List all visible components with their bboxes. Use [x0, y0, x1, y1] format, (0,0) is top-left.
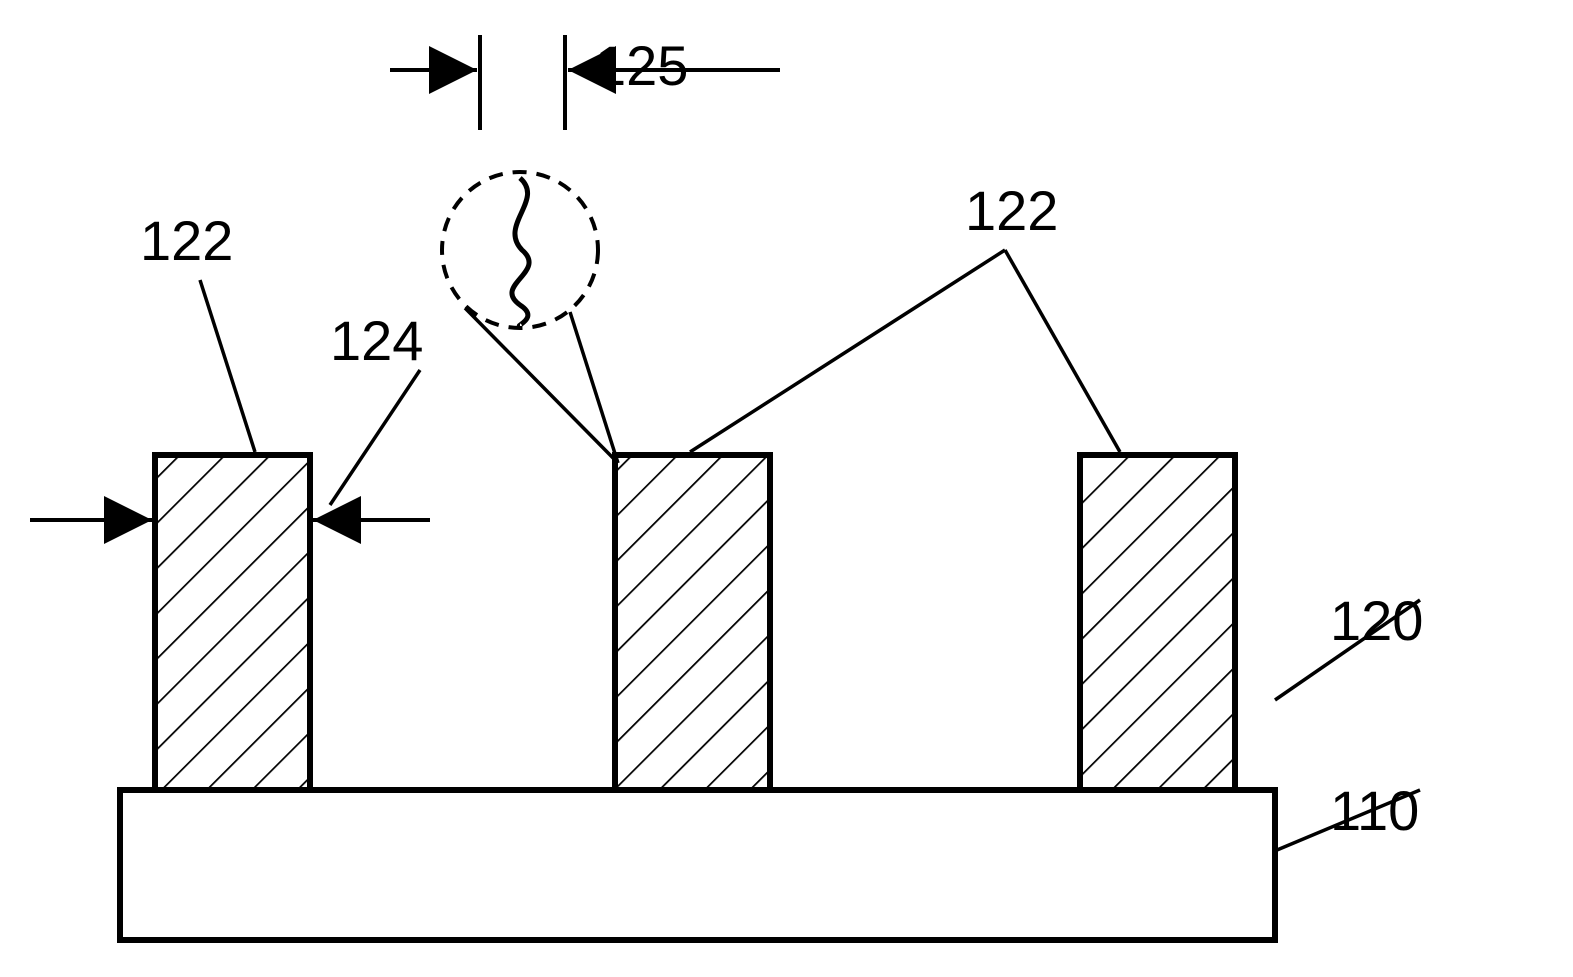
substrate-110: [120, 790, 1275, 940]
diagram-svg: 122 122 124 125 120 110: [0, 0, 1573, 977]
fin-122-left: [155, 455, 310, 790]
leader-122-right-b: [1005, 250, 1120, 452]
label-125: 125: [595, 34, 688, 97]
label-122-left: 122: [140, 209, 233, 272]
detail-squiggle: [512, 178, 529, 326]
label-110: 110: [1330, 779, 1419, 842]
fin-122-right: [1080, 455, 1235, 790]
leader-122-left: [200, 280, 255, 452]
fins-122-group: [155, 455, 1235, 790]
leader-122-right-a: [690, 250, 1005, 452]
fin-122-middle: [615, 455, 770, 790]
label-124: 124: [330, 309, 423, 372]
leader-124: [330, 370, 420, 505]
detail-callout: [442, 172, 618, 463]
label-122-right: 122: [965, 179, 1058, 242]
dimension-125: [390, 35, 780, 130]
label-120: 120: [1330, 589, 1423, 652]
